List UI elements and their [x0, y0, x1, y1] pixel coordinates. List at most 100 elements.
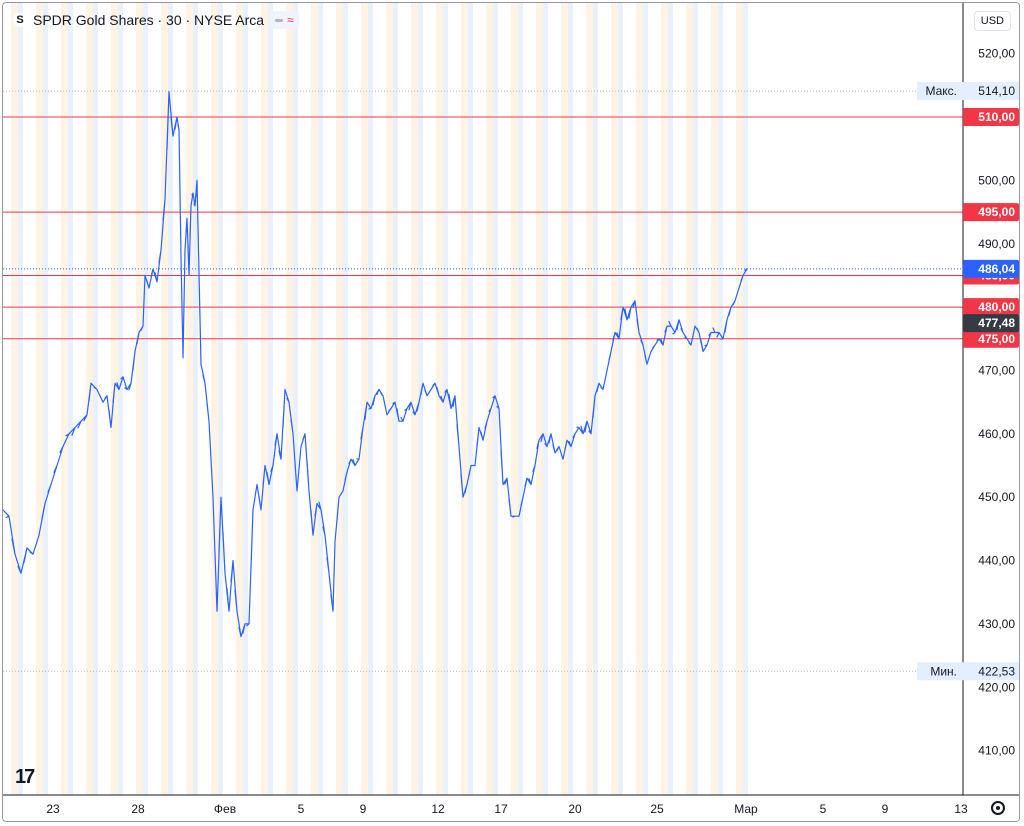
settings-icon[interactable]: [991, 801, 1005, 815]
premarket-band: [186, 3, 193, 795]
resistance-price-tag: 510,00: [978, 110, 1015, 124]
postmarket-band: [68, 3, 73, 795]
x-tick-label: 5: [298, 802, 305, 816]
premarket-band: [311, 3, 318, 795]
postmarket-band: [143, 3, 148, 795]
premarket-band: [36, 3, 43, 795]
y-tick-label: 520,00: [978, 47, 1015, 61]
resistance-price-tag-bg: [963, 329, 1019, 348]
resistance-price-tag-bg: [963, 108, 1019, 127]
postmarket-band: [193, 3, 198, 795]
premarket-band: [486, 3, 493, 795]
postmarket-band: [18, 3, 23, 795]
premarket-band: [11, 3, 18, 795]
premarket-band: [711, 3, 718, 795]
postmarket-band: [593, 3, 598, 795]
resistance-price-tag-bg: [963, 298, 1019, 317]
price-series-layer: [3, 91, 748, 638]
current-price-tag: 477,48: [978, 316, 1015, 330]
symbol-title[interactable]: SPDR Gold Shares · 30 · NYSE Arca: [33, 12, 265, 28]
resistance-price-tag-bg: [963, 203, 1019, 222]
low-label-bg: [917, 662, 1019, 681]
postmarket-band: [718, 3, 723, 795]
y-tick-label: 450,00: [978, 490, 1015, 504]
premarket-band: [161, 3, 168, 795]
premarket-band: [361, 3, 368, 795]
postmarket-band: [218, 3, 223, 795]
postmarket-band: [118, 3, 123, 795]
premarket-band: [611, 3, 618, 795]
postmarket-band: [418, 3, 423, 795]
y-tick-label: 440,00: [978, 554, 1015, 568]
y-tick-label: 490,00: [978, 237, 1015, 251]
postmarket-band: [568, 3, 573, 795]
y-tick-label: 470,00: [978, 363, 1015, 377]
premarket-band: [61, 3, 68, 795]
chart-canvas[interactable]: 520,00 510,00 500,00 490,00 480,00 470,00 460,…: [3, 3, 1020, 822]
price-line[interactable]: [3, 91, 748, 638]
resistance-price-tag: 480,00: [978, 300, 1015, 314]
y-tick-label: 500,00: [978, 173, 1015, 187]
premarket-band: [111, 3, 118, 795]
postmarket-band: [468, 3, 473, 795]
postmarket-band: [443, 3, 448, 795]
premarket-band: [136, 3, 143, 795]
high-label-bg: [917, 82, 1019, 101]
postmarket-band: [743, 3, 748, 795]
x-tick-label: 5: [820, 802, 827, 816]
postmarket-band: [543, 3, 548, 795]
postmarket-band: [393, 3, 398, 795]
postmarket-band: [618, 3, 623, 795]
last-price-tag-bg: [963, 259, 1019, 278]
resistance-price-tag: 475,00: [978, 332, 1015, 346]
premarket-band: [661, 3, 668, 795]
premarket-band: [636, 3, 643, 795]
x-tick-label: 23: [46, 802, 60, 816]
x-tick-label: 12: [431, 802, 445, 816]
postmarket-band: [293, 3, 298, 795]
postmarket-band: [268, 3, 273, 795]
x-tick-label: 13: [954, 802, 968, 816]
postmarket-band: [243, 3, 248, 795]
premarket-band: [411, 3, 418, 795]
postmarket-band: [643, 3, 648, 795]
resistance-lines: [3, 90, 963, 672]
session-shading: [11, 3, 748, 795]
postmarket-band: [168, 3, 173, 795]
premarket-band: [211, 3, 218, 795]
premarket-band: [461, 3, 468, 795]
high-label-value: 514,10: [978, 84, 1015, 98]
y-tick-label: 410,00: [978, 744, 1015, 758]
premarket-band: [261, 3, 268, 795]
time-axis-bg: [3, 795, 1019, 821]
premarket-band: [511, 3, 518, 795]
premarket-band: [536, 3, 543, 795]
premarket-band: [436, 3, 443, 795]
postmarket-band: [343, 3, 348, 795]
postmarket-band: [93, 3, 98, 795]
price-axis-bg: [963, 3, 1019, 821]
current-price-tag-bg: [963, 314, 1019, 333]
chart-legend[interactable]: S SPDR Gold Shares · 30 · NYSE Arca ≈: [13, 9, 299, 31]
postmarket-band: [43, 3, 48, 795]
premarket-band: [386, 3, 393, 795]
postmarket-band: [368, 3, 373, 795]
x-tick-label: 9: [882, 802, 889, 816]
postmarket-band: [318, 3, 323, 795]
premarket-band: [561, 3, 568, 795]
postmarket-band: [693, 3, 698, 795]
premarket-band: [586, 3, 593, 795]
y-tick-label: 460,00: [978, 427, 1015, 441]
minus-icon[interactable]: [275, 18, 284, 22]
wave-icon[interactable]: ≈: [287, 13, 294, 27]
symbol-badge: S: [13, 13, 27, 27]
low-label-value: 422,53: [978, 664, 1015, 678]
premarket-band: [686, 3, 693, 795]
last-price-tag: 486,04: [978, 262, 1015, 276]
tradingview-logo-icon[interactable]: 17: [15, 766, 35, 788]
currency-button[interactable]: USD: [973, 11, 1011, 31]
resistance-price-tag: 495,00: [978, 205, 1015, 219]
premarket-band: [236, 3, 243, 795]
legend-controls[interactable]: ≈: [270, 11, 299, 29]
